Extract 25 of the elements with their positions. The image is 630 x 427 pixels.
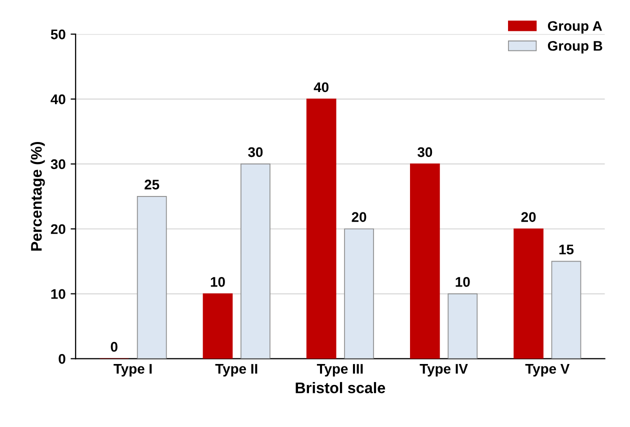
data-label: 15	[559, 244, 574, 254]
data-label: 20	[352, 212, 366, 222]
y-tick-label: 10	[51, 289, 66, 299]
x-tick-label: Type I	[114, 364, 152, 376]
y-axis-title: Percentage (%)	[30, 142, 45, 251]
data-label: 0	[110, 342, 118, 352]
data-label: 30	[248, 147, 263, 158]
legend-label: Group A	[548, 21, 602, 34]
data-label: 30	[418, 147, 432, 158]
x-axis-title: Bristol scale	[296, 382, 386, 394]
y-tick-label: 0	[58, 354, 66, 364]
data-label: 40	[314, 82, 328, 92]
y-tick-label: 40	[50, 94, 66, 104]
x-tick-label: Type V	[525, 364, 570, 376]
data-label: 10	[456, 277, 470, 287]
data-label: 10	[210, 277, 225, 287]
y-tick-label: 30	[50, 159, 66, 170]
x-tick-label: Type IV	[420, 364, 468, 376]
data-label: 20	[521, 212, 536, 222]
x-tick-label: Type III	[316, 364, 363, 376]
legend-label: Group B	[548, 40, 602, 54]
y-tick-label: 50	[50, 29, 66, 40]
x-tick-label: Type II	[215, 364, 258, 376]
y-tick-label: 20	[50, 224, 66, 234]
data-label: 25	[144, 180, 160, 190]
